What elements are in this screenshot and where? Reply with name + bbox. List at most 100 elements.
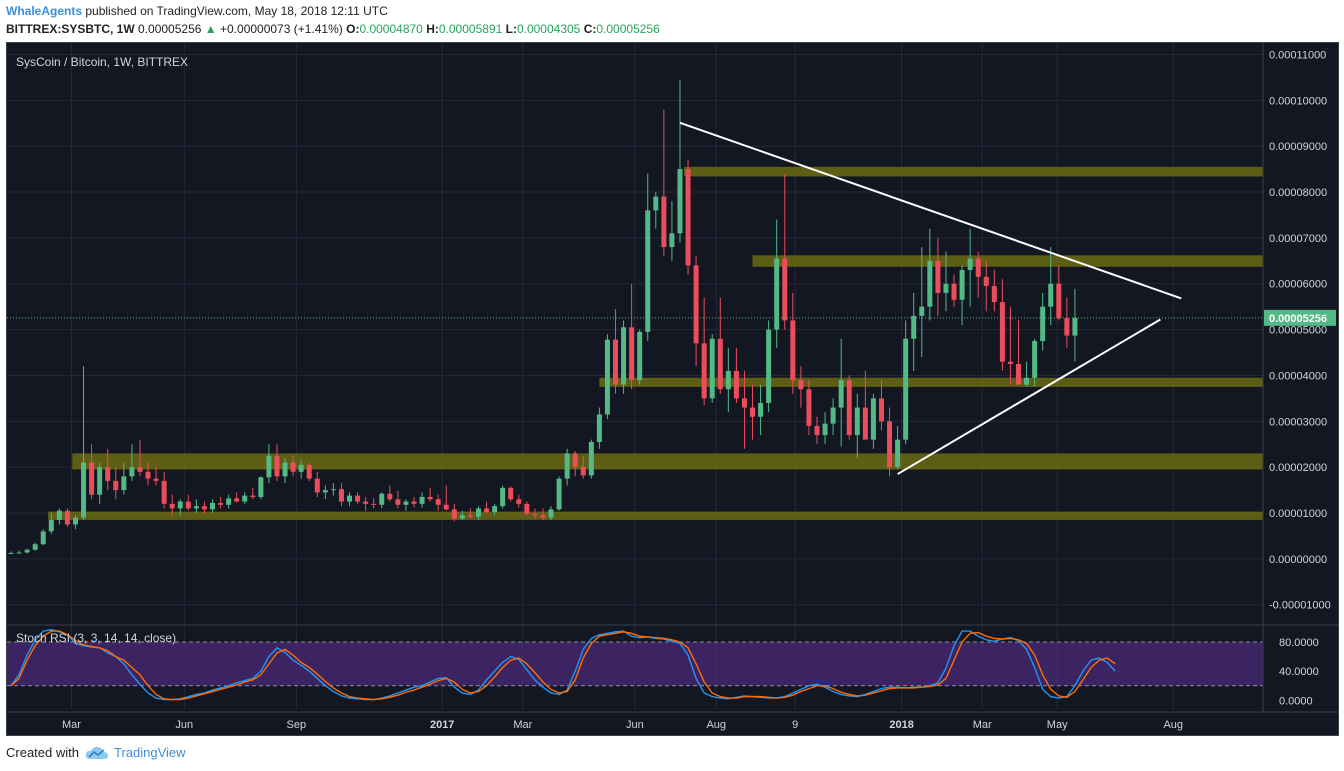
candle-body xyxy=(895,439,901,468)
candle-body xyxy=(975,258,981,277)
stoch-tick-label: 40.0000 xyxy=(1279,666,1319,678)
candle-body xyxy=(951,283,957,300)
tradingview-brand: TradingView xyxy=(113,745,186,760)
candle-body xyxy=(999,302,1005,362)
candle-body xyxy=(210,502,215,510)
tradingview-logo-link[interactable]: TradingView xyxy=(85,745,186,760)
time-tick-label: Sep xyxy=(287,719,307,731)
candle-body xyxy=(733,370,739,399)
candle-body xyxy=(1007,361,1013,364)
time-tick-label: Mar xyxy=(973,719,992,731)
main-chart-title: SysCoin / Bitcoin, 1W, BITTREX xyxy=(16,55,188,69)
trendline xyxy=(897,318,1161,475)
support-resistance-zone xyxy=(752,255,1263,267)
stoch-rsi-pane[interactable] xyxy=(7,628,1263,701)
candle-body xyxy=(903,338,909,440)
candle-body xyxy=(145,471,151,479)
candle-body xyxy=(645,210,651,332)
candle-body xyxy=(193,506,199,509)
candle-body xyxy=(403,501,409,505)
time-tick-label: May xyxy=(1047,719,1068,731)
candle-body xyxy=(218,502,224,505)
horizontal-zones[interactable] xyxy=(48,166,1264,520)
support-resistance-zone xyxy=(684,166,1263,177)
candle-body xyxy=(604,339,610,415)
candle-body xyxy=(1056,283,1062,319)
candle-body xyxy=(137,467,143,472)
candle-body xyxy=(911,315,917,339)
candle-body xyxy=(814,425,820,436)
stoch-rsi-band xyxy=(7,642,1263,686)
time-tick-label: 9 xyxy=(792,719,798,731)
candle-body xyxy=(677,169,683,234)
candle-body xyxy=(226,498,232,505)
candle-body xyxy=(322,490,328,493)
candle-body xyxy=(588,441,594,476)
candle-body xyxy=(862,407,868,440)
candle-body xyxy=(387,493,393,500)
candle-body xyxy=(701,343,707,399)
candle-body xyxy=(234,498,240,502)
time-tick-label: Jun xyxy=(175,719,193,731)
close-value: 0.00005256 xyxy=(596,22,660,36)
last-price-label: 0.00005256 xyxy=(1269,313,1327,325)
candle-body xyxy=(169,503,175,509)
close-label: C: xyxy=(583,22,597,36)
candle-body xyxy=(56,510,62,520)
candle-body xyxy=(1072,317,1078,336)
symbol-interval: BITTREX:SYSBTC, 1W xyxy=(6,22,135,36)
candle-body xyxy=(250,495,256,497)
candle-body xyxy=(427,496,433,500)
candle-body xyxy=(854,407,860,436)
trendlines[interactable] xyxy=(679,121,1182,475)
time-tick-label: 2017 xyxy=(430,719,454,731)
candle-body xyxy=(790,320,796,381)
candle-body xyxy=(64,510,70,525)
candle-body xyxy=(161,480,167,504)
candle-body xyxy=(887,421,893,468)
candle-body xyxy=(621,327,627,385)
candle-body xyxy=(81,462,87,518)
author-name[interactable]: WhaleAgents xyxy=(6,4,83,18)
candle-body xyxy=(242,495,248,502)
price-tick-label: 0.00009000 xyxy=(1269,141,1327,153)
trendline xyxy=(679,121,1182,300)
price-tick-label: 0.00005000 xyxy=(1269,325,1327,337)
candle-body xyxy=(830,407,836,424)
candle-body xyxy=(282,462,288,477)
candle-body xyxy=(419,496,425,504)
chart-canvas[interactable]: 0.00011000 0.00010000 0.00009000 0.00008000… xyxy=(7,43,1338,735)
candle-body xyxy=(1032,341,1038,378)
candle-body xyxy=(685,169,691,266)
candle-body xyxy=(395,499,401,505)
change-value: +0.00000073 (+1.41%) xyxy=(220,22,343,36)
candle-body xyxy=(741,398,747,408)
candlestick-series[interactable] xyxy=(8,79,1078,555)
footer: Created with TradingView xyxy=(6,745,186,760)
candle-body xyxy=(177,501,183,509)
price-tick-label: 0.00004000 xyxy=(1269,370,1327,382)
candle-body xyxy=(363,501,369,504)
candle-body xyxy=(113,480,119,491)
candle-body xyxy=(540,515,546,518)
candle-body xyxy=(725,370,731,390)
price-tick-label: 0.00007000 xyxy=(1269,233,1327,245)
candle-body xyxy=(532,513,538,516)
chart-frame[interactable]: 0.00011000 0.00010000 0.00009000 0.00008000… xyxy=(6,42,1339,736)
candle-body xyxy=(1016,363,1021,385)
candle-body xyxy=(1048,283,1054,307)
candle-body xyxy=(629,327,635,381)
open-label: O: xyxy=(346,22,360,36)
candle-body xyxy=(959,269,965,300)
candle-body xyxy=(766,329,772,403)
price-and-time-axes: 0.00011000 0.00010000 0.00009000 0.00008000… xyxy=(7,43,1338,731)
candle-body xyxy=(492,506,498,513)
candle-body xyxy=(927,260,933,307)
candle-body xyxy=(516,499,522,504)
candle-body xyxy=(48,519,54,532)
candle-body xyxy=(758,402,764,417)
candle-body xyxy=(89,462,95,495)
candle-body xyxy=(548,509,554,518)
candle-body xyxy=(661,196,667,248)
candle-body xyxy=(782,258,788,321)
